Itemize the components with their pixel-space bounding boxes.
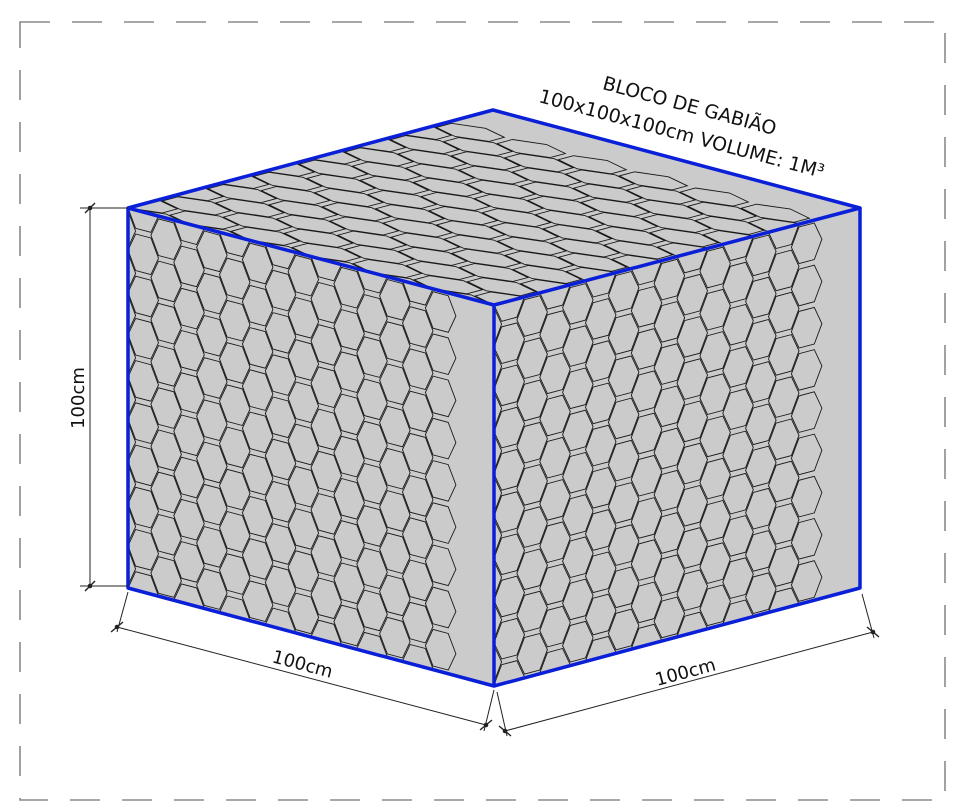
sheet-border: [19, 21, 946, 801]
gabion-outline: [126, 108, 862, 688]
left-width-label: 100cm: [270, 647, 335, 683]
height-label: 100cm: [68, 367, 89, 429]
right-width-label: 100cm: [653, 655, 718, 691]
gabion-left-face: [128, 208, 494, 686]
height-dimension: 100cm: [68, 202, 128, 592]
